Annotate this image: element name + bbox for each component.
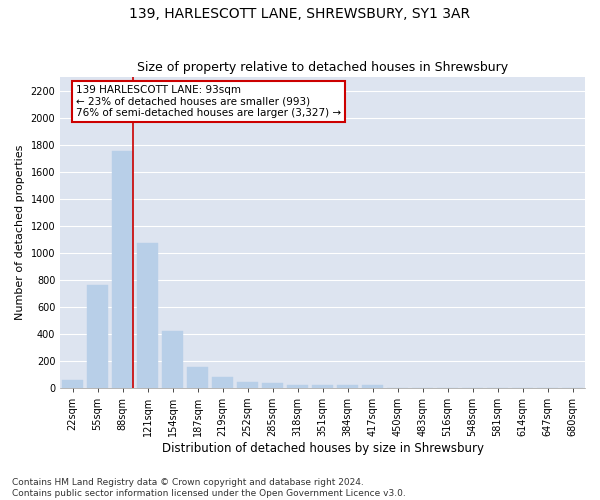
Title: Size of property relative to detached houses in Shrewsbury: Size of property relative to detached ho… (137, 62, 508, 74)
Bar (337, 384, 358, 388)
Text: 139 HARLESCOTT LANE: 93sqm
← 23% of detached houses are smaller (993)
76% of sem: 139 HARLESCOTT LANE: 93sqm ← 23% of deta… (76, 85, 341, 118)
Bar (287, 384, 308, 388)
Bar (262, 383, 283, 388)
Bar (137, 242, 158, 388)
Y-axis label: Number of detached properties: Number of detached properties (15, 145, 25, 320)
Bar (112, 152, 133, 388)
X-axis label: Distribution of detached houses by size in Shrewsbury: Distribution of detached houses by size … (161, 442, 484, 455)
Bar (212, 377, 233, 388)
Bar (362, 385, 383, 388)
Bar (237, 382, 258, 388)
Text: Contains HM Land Registry data © Crown copyright and database right 2024.
Contai: Contains HM Land Registry data © Crown c… (12, 478, 406, 498)
Bar (162, 331, 183, 388)
Bar (87, 285, 108, 388)
Bar (62, 380, 83, 388)
Bar (187, 367, 208, 388)
Bar (312, 385, 333, 388)
Text: 139, HARLESCOTT LANE, SHREWSBURY, SY1 3AR: 139, HARLESCOTT LANE, SHREWSBURY, SY1 3A… (130, 8, 470, 22)
